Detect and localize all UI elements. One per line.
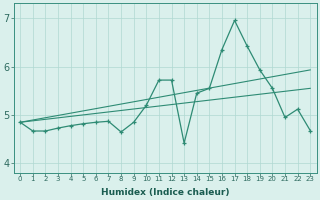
X-axis label: Humidex (Indice chaleur): Humidex (Indice chaleur)	[101, 188, 229, 197]
